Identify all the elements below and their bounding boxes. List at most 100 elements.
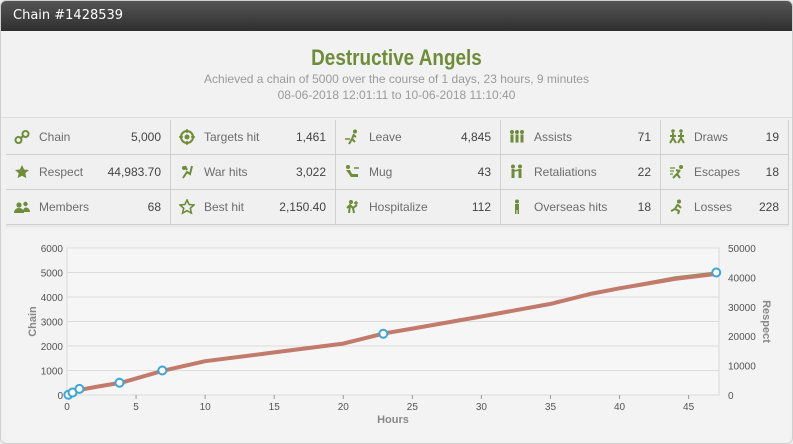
- y-right-tick-label: 50000: [728, 244, 756, 255]
- stat-mug: Mug 43: [336, 155, 501, 190]
- faction-name[interactable]: Destructive Angels: [311, 45, 482, 70]
- stat-draws: Draws 19: [661, 120, 789, 155]
- chain-summary: Achieved a chain of 5000 over the course…: [204, 72, 589, 86]
- stat-best-hit: Best hit 2,150.40: [171, 190, 336, 225]
- x-tick-label: 35: [545, 402, 557, 413]
- stat-label: Retaliations: [534, 165, 597, 179]
- stat-value: 18: [637, 200, 651, 214]
- chain-header: Destructive Angels Achieved a chain of 5…: [1, 31, 792, 118]
- mug-icon: [344, 164, 360, 180]
- x-tick-label: 20: [338, 402, 350, 413]
- stat-label: Overseas hits: [534, 200, 608, 214]
- retaliations-icon: [509, 164, 525, 180]
- chain-marker: [711, 267, 722, 278]
- target-icon: [179, 129, 195, 145]
- stat-respect: Respect 44,983.70: [6, 155, 171, 190]
- assists-icon: [509, 129, 525, 145]
- stat-value: 22: [637, 165, 651, 179]
- x-tick-label: 10: [200, 402, 212, 413]
- stat-value: 4,845: [460, 130, 491, 144]
- stat-label: Chain: [39, 130, 71, 144]
- series-line-respect: [66, 271, 717, 397]
- stat-hospitalize: Hospitalize 112: [336, 190, 501, 225]
- stat-value: 71: [637, 130, 651, 144]
- stat-chain: Chain 5,000: [6, 120, 171, 155]
- y-right-tick-label: 20000: [728, 332, 756, 343]
- stat-label: War hits: [204, 165, 248, 179]
- stat-label: Best hit: [204, 200, 245, 214]
- stat-value: 44,983.70: [107, 165, 161, 179]
- x-tick-label: 40: [614, 402, 626, 413]
- stat-label: Draws: [694, 130, 729, 144]
- escapes-icon: [669, 164, 685, 180]
- stat-label: Escapes: [694, 165, 741, 179]
- chain-marker: [157, 365, 168, 376]
- stat-label: Losses: [694, 200, 733, 214]
- stat-targets-hit: Targets hit 1,461: [171, 120, 336, 155]
- war-hits-icon: [179, 164, 195, 180]
- chain-chart: 0 1000 2000 3000 4000 5000 6000 0 10000 20000 3000…: [6, 230, 789, 443]
- window-title: Chain #1428539: [1, 1, 792, 31]
- stat-value: 18: [765, 165, 779, 179]
- y-left-tick-label: 6000: [41, 244, 64, 255]
- stat-label: Members: [39, 200, 90, 214]
- y-left-tick-label: 0: [57, 391, 63, 402]
- x-tick-label: 45: [683, 402, 695, 413]
- y-right-axis-title: Respect: [760, 300, 772, 343]
- x-tick-label: 0: [64, 402, 70, 413]
- stat-label: Targets hit: [204, 130, 260, 144]
- losses-icon: [669, 199, 685, 215]
- y-right-tick-label: 40000: [728, 273, 756, 284]
- stats-grid: Chain 5,000 Targets hit 1,461 Leave 4,845 Assi…: [6, 120, 789, 227]
- y-left-tick-label: 2000: [41, 342, 64, 353]
- stat-leave: Leave 4,845: [336, 120, 501, 155]
- stat-war-hits: War hits 3,022: [171, 155, 336, 190]
- stat-value: 19: [765, 130, 779, 144]
- chain-icon: [14, 129, 30, 145]
- stat-label: Mug: [369, 165, 393, 179]
- y-left-tick-label: 3000: [41, 318, 64, 329]
- chain-chart-svg: 0 1000 2000 3000 4000 5000 6000 0 10000 20000 3000…: [27, 244, 772, 426]
- y-right-tick-label: 0: [728, 391, 734, 402]
- stat-label: Leave: [369, 130, 402, 144]
- best-hit-icon: [178, 198, 196, 215]
- stat-value: 2,150.40: [279, 200, 326, 214]
- y-left-axis-title: Chain: [27, 306, 39, 337]
- members-icon: [14, 199, 30, 215]
- stat-members: Members 68: [6, 190, 171, 225]
- draws-icon: [669, 129, 685, 145]
- x-tick-label: 30: [476, 402, 488, 413]
- stat-value: 112: [471, 200, 491, 214]
- stat-losses: Losses 228: [661, 190, 789, 225]
- x-axis-title: Hours: [377, 414, 409, 426]
- stat-assists: Assists 71: [501, 120, 661, 155]
- stat-label: Respect: [39, 165, 84, 179]
- stat-value: 3,022: [295, 165, 326, 179]
- overseas-icon: [509, 199, 525, 215]
- y-right-tick-label: 30000: [728, 303, 756, 314]
- x-tick-label: 25: [407, 402, 419, 413]
- hospitalize-icon: [344, 199, 360, 215]
- x-tick-label: 15: [269, 402, 281, 413]
- chain-period: 08-06-2018 12:01:11 to 10-06-2018 11:10:…: [277, 88, 516, 102]
- stat-retaliations: Retaliations 22: [501, 155, 661, 190]
- stat-value: 43: [477, 165, 491, 179]
- stat-value: 5,000: [130, 130, 161, 144]
- y-left-tick-label: 5000: [41, 269, 64, 280]
- stat-overseas-hits: Overseas hits 18: [501, 190, 661, 225]
- stat-label: Assists: [534, 130, 573, 144]
- chain-marker: [74, 383, 85, 394]
- stat-value: 228: [758, 200, 779, 214]
- stat-value: 68: [147, 200, 161, 214]
- chain-marker: [114, 377, 125, 388]
- chain-marker: [378, 328, 389, 339]
- x-tick-label: 5: [133, 402, 139, 413]
- leave-icon: [344, 129, 360, 145]
- stat-value: 1,461: [295, 130, 326, 144]
- y-right-tick-label: 10000: [728, 362, 756, 373]
- stat-escapes: Escapes 18: [661, 155, 789, 190]
- y-left-tick-label: 4000: [41, 293, 64, 304]
- y-left-tick-label: 1000: [41, 367, 64, 378]
- stat-label: Hospitalize: [369, 200, 428, 214]
